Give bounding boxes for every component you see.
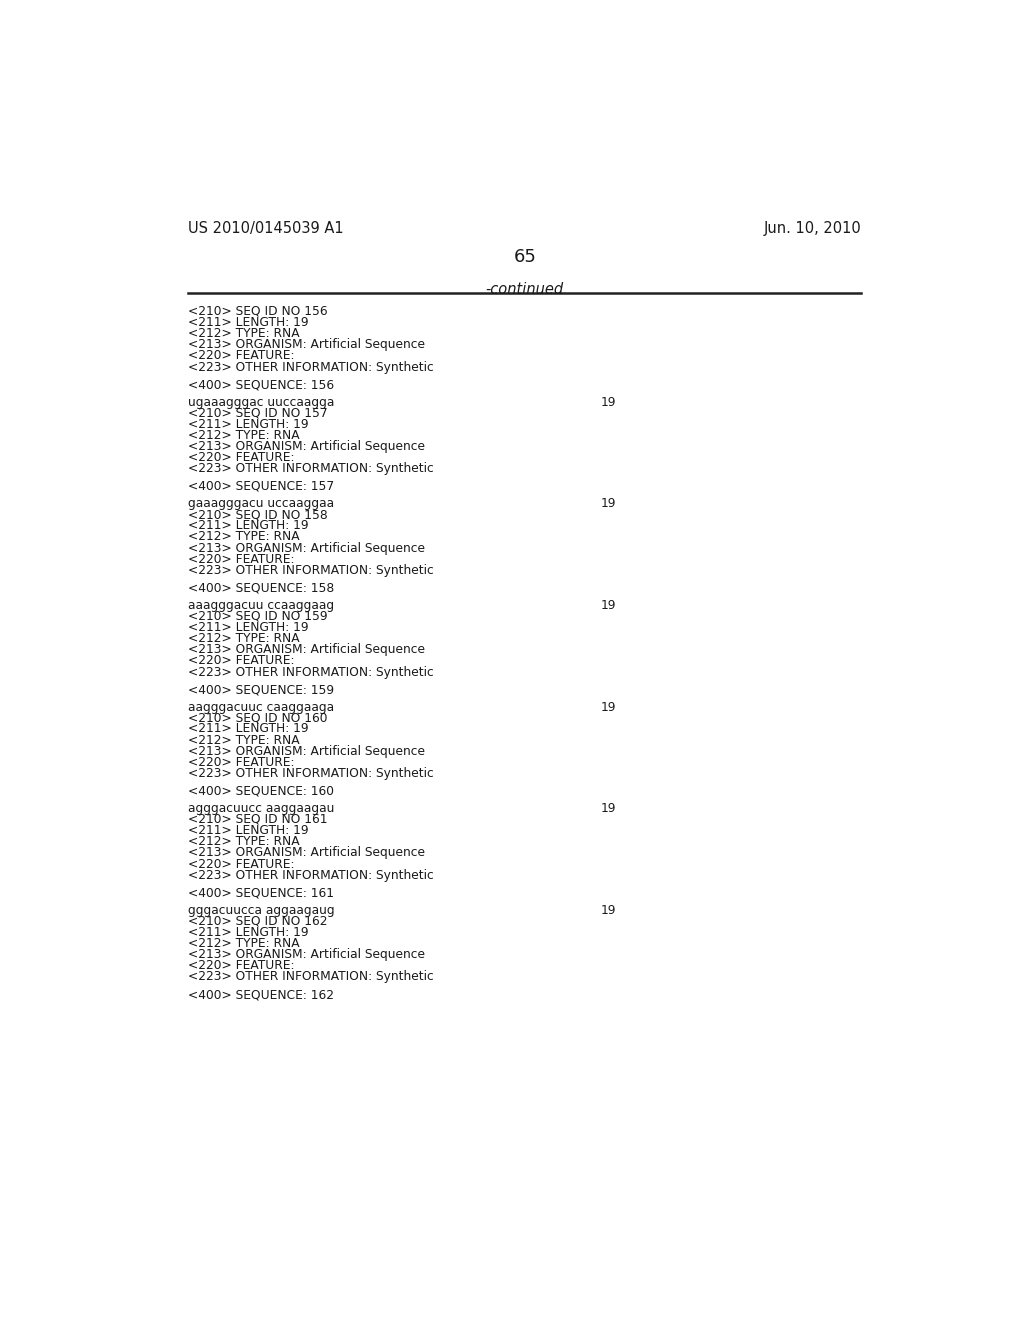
Text: <220> FEATURE:: <220> FEATURE:	[188, 756, 295, 770]
Text: <212> TYPE: RNA: <212> TYPE: RNA	[188, 836, 300, 849]
Text: <210> SEQ ID NO 159: <210> SEQ ID NO 159	[188, 610, 328, 623]
Text: <212> TYPE: RNA: <212> TYPE: RNA	[188, 531, 300, 544]
Text: <223> OTHER INFORMATION: Synthetic: <223> OTHER INFORMATION: Synthetic	[188, 970, 434, 983]
Text: <220> FEATURE:: <220> FEATURE:	[188, 960, 295, 973]
Text: <212> TYPE: RNA: <212> TYPE: RNA	[188, 327, 300, 341]
Text: 65: 65	[513, 248, 537, 265]
Text: <211> LENGTH: 19: <211> LENGTH: 19	[188, 519, 309, 532]
Text: <212> TYPE: RNA: <212> TYPE: RNA	[188, 429, 300, 442]
Text: <220> FEATURE:: <220> FEATURE:	[188, 350, 295, 363]
Text: aagggacuuc caaggaaga: aagggacuuc caaggaaga	[188, 701, 335, 714]
Text: <400> SEQUENCE: 161: <400> SEQUENCE: 161	[188, 887, 334, 899]
Text: <210> SEQ ID NO 162: <210> SEQ ID NO 162	[188, 915, 328, 928]
Text: 19: 19	[601, 498, 616, 511]
Text: <211> LENGTH: 19: <211> LENGTH: 19	[188, 722, 309, 735]
Text: <213> ORGANISM: Artificial Sequence: <213> ORGANISM: Artificial Sequence	[188, 744, 425, 758]
Text: <400> SEQUENCE: 162: <400> SEQUENCE: 162	[188, 989, 334, 1001]
Text: 19: 19	[601, 803, 616, 816]
Text: <211> LENGTH: 19: <211> LENGTH: 19	[188, 315, 309, 329]
Text: <400> SEQUENCE: 157: <400> SEQUENCE: 157	[188, 480, 335, 492]
Text: gggacuucca aggaagaug: gggacuucca aggaagaug	[188, 904, 335, 917]
Text: <213> ORGANISM: Artificial Sequence: <213> ORGANISM: Artificial Sequence	[188, 846, 425, 859]
Text: -continued: -continued	[485, 282, 564, 297]
Text: <400> SEQUENCE: 160: <400> SEQUENCE: 160	[188, 785, 334, 797]
Text: <211> LENGTH: 19: <211> LENGTH: 19	[188, 620, 309, 634]
Text: <213> ORGANISM: Artificial Sequence: <213> ORGANISM: Artificial Sequence	[188, 948, 425, 961]
Text: 19: 19	[601, 599, 616, 612]
Text: <223> OTHER INFORMATION: Synthetic: <223> OTHER INFORMATION: Synthetic	[188, 869, 434, 882]
Text: <400> SEQUENCE: 158: <400> SEQUENCE: 158	[188, 582, 335, 594]
Text: <223> OTHER INFORMATION: Synthetic: <223> OTHER INFORMATION: Synthetic	[188, 665, 434, 678]
Text: <210> SEQ ID NO 161: <210> SEQ ID NO 161	[188, 813, 328, 826]
Text: <210> SEQ ID NO 157: <210> SEQ ID NO 157	[188, 407, 328, 420]
Text: <212> TYPE: RNA: <212> TYPE: RNA	[188, 734, 300, 747]
Text: Jun. 10, 2010: Jun. 10, 2010	[764, 222, 861, 236]
Text: <220> FEATURE:: <220> FEATURE:	[188, 451, 295, 465]
Text: <213> ORGANISM: Artificial Sequence: <213> ORGANISM: Artificial Sequence	[188, 541, 425, 554]
Text: <210> SEQ ID NO 160: <210> SEQ ID NO 160	[188, 711, 328, 725]
Text: <211> LENGTH: 19: <211> LENGTH: 19	[188, 925, 309, 939]
Text: <212> TYPE: RNA: <212> TYPE: RNA	[188, 632, 300, 645]
Text: <220> FEATURE:: <220> FEATURE:	[188, 553, 295, 566]
Text: 19: 19	[601, 396, 616, 409]
Text: <212> TYPE: RNA: <212> TYPE: RNA	[188, 937, 300, 950]
Text: 19: 19	[601, 701, 616, 714]
Text: gaaagggacu uccaaggaa: gaaagggacu uccaaggaa	[188, 498, 335, 511]
Text: <223> OTHER INFORMATION: Synthetic: <223> OTHER INFORMATION: Synthetic	[188, 564, 434, 577]
Text: <220> FEATURE:: <220> FEATURE:	[188, 858, 295, 871]
Text: aaagggacuu ccaaggaag: aaagggacuu ccaaggaag	[188, 599, 335, 612]
Text: <223> OTHER INFORMATION: Synthetic: <223> OTHER INFORMATION: Synthetic	[188, 767, 434, 780]
Text: <400> SEQUENCE: 156: <400> SEQUENCE: 156	[188, 379, 335, 391]
Text: <213> ORGANISM: Artificial Sequence: <213> ORGANISM: Artificial Sequence	[188, 643, 425, 656]
Text: <223> OTHER INFORMATION: Synthetic: <223> OTHER INFORMATION: Synthetic	[188, 360, 434, 374]
Text: <223> OTHER INFORMATION: Synthetic: <223> OTHER INFORMATION: Synthetic	[188, 462, 434, 475]
Text: <220> FEATURE:: <220> FEATURE:	[188, 655, 295, 668]
Text: ugaaagggac uuccaagga: ugaaagggac uuccaagga	[188, 396, 335, 409]
Text: <210> SEQ ID NO 156: <210> SEQ ID NO 156	[188, 305, 328, 318]
Text: US 2010/0145039 A1: US 2010/0145039 A1	[188, 222, 344, 236]
Text: <211> LENGTH: 19: <211> LENGTH: 19	[188, 417, 309, 430]
Text: <211> LENGTH: 19: <211> LENGTH: 19	[188, 824, 309, 837]
Text: <400> SEQUENCE: 159: <400> SEQUENCE: 159	[188, 684, 335, 696]
Text: agggacuucc aaggaagau: agggacuucc aaggaagau	[188, 803, 335, 816]
Text: <213> ORGANISM: Artificial Sequence: <213> ORGANISM: Artificial Sequence	[188, 440, 425, 453]
Text: <210> SEQ ID NO 158: <210> SEQ ID NO 158	[188, 508, 328, 521]
Text: <213> ORGANISM: Artificial Sequence: <213> ORGANISM: Artificial Sequence	[188, 338, 425, 351]
Text: 19: 19	[601, 904, 616, 917]
